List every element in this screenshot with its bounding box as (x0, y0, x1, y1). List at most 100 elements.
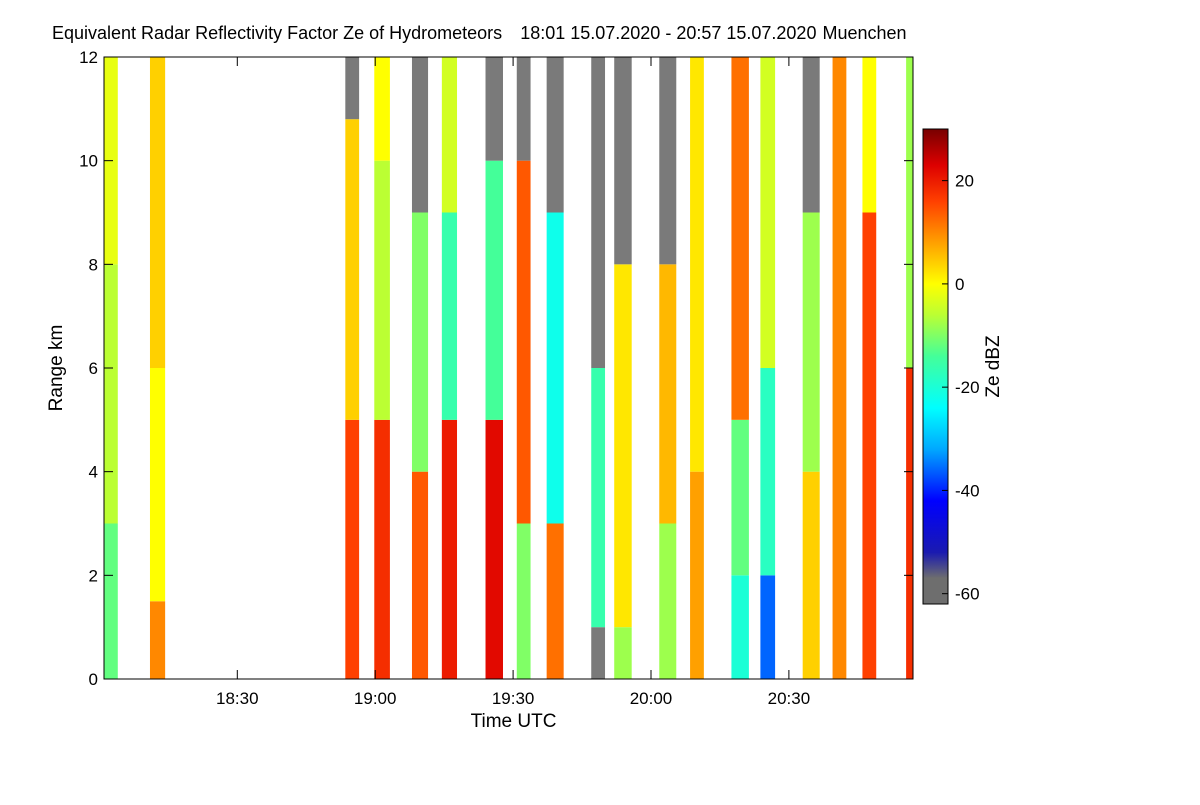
scan-layer (731, 575, 749, 679)
scan-layer (411, 57, 429, 213)
scan-layer (516, 57, 531, 161)
x-tick-label: 19:30 (492, 689, 535, 708)
chart-title: Equivalent Radar Reflectivity Factor Ze … (52, 23, 907, 43)
colorbar-tick-label: -60 (955, 585, 980, 604)
scan-layer (345, 57, 360, 120)
y-tick-label: 12 (79, 48, 98, 67)
scan-layer (149, 601, 166, 679)
scan-layer (690, 471, 704, 679)
scan-column (374, 57, 390, 679)
scan-layer (731, 57, 749, 420)
scan-layer (906, 57, 913, 368)
scan-layer (546, 57, 564, 213)
title-main: Equivalent Radar Reflectivity Factor Ze … (52, 23, 502, 43)
scan-layer (441, 419, 458, 679)
scan-layer (659, 264, 677, 524)
colorbar-tick-label: -40 (955, 481, 980, 500)
scan-layer (614, 264, 632, 628)
scan-layer (345, 419, 360, 679)
scan-layer (516, 523, 531, 679)
scan-column (731, 57, 749, 679)
scan-layer (374, 419, 390, 679)
scan-column (690, 57, 704, 679)
y-tick-label: 10 (79, 152, 98, 171)
colorbar-tick-label: 0 (955, 275, 964, 294)
x-tick-label: 19:00 (354, 689, 397, 708)
scan-column (862, 57, 877, 679)
scan-layer (614, 627, 632, 679)
scan-layer (802, 471, 820, 679)
colorbar-tick-label: 20 (955, 172, 974, 191)
scan-layer (485, 419, 503, 679)
y-tick-label: 2 (89, 566, 98, 585)
scan-layer (906, 368, 913, 679)
colorbar-label: Ze dBZ (983, 335, 1004, 398)
colorbar-ticks: 20 0 -20 -40 -60 (942, 172, 980, 604)
scan-layer (149, 57, 166, 368)
colorbar-tick-label: -20 (955, 378, 980, 397)
title-period: 18:01 15.07.2020 - 20:57 15.07.2020 (520, 23, 816, 43)
scan-column (546, 57, 564, 679)
scan-layer (659, 523, 677, 679)
scan-column (411, 57, 429, 679)
y-tick-label: 8 (89, 255, 98, 274)
colorbar: 20 0 -20 -40 -60 Ze dBZ (922, 128, 1004, 605)
scan-column (485, 57, 503, 679)
scan-layer (516, 160, 531, 524)
y-axis-ticks: 0 2 4 6 8 10 12 (79, 48, 913, 689)
scan-column (906, 57, 913, 679)
scan-layer (760, 57, 776, 368)
scan-layer (760, 575, 776, 679)
scan-layer (760, 368, 776, 576)
scan-layer (374, 57, 390, 161)
x-axis-ticks: 18:30 19:00 19:30 20:00 20:30 (216, 57, 810, 708)
y-tick-label: 6 (89, 359, 98, 378)
scan-layer (802, 57, 820, 213)
plot-frame (103, 56, 914, 680)
scan-layer (591, 368, 606, 628)
scan-layer (149, 368, 166, 602)
scan-layer (104, 523, 118, 679)
scan-layer (802, 212, 820, 472)
scan-layer (591, 57, 606, 368)
scan-column (441, 57, 458, 679)
x-tick-label: 20:30 (768, 689, 811, 708)
scan-columns (104, 57, 913, 679)
scan-layer (374, 160, 390, 420)
scan-layer (832, 57, 847, 679)
title-location: Muenchen (822, 23, 906, 43)
scan-layer (659, 57, 677, 265)
scan-layer (441, 212, 458, 420)
title-text: Equivalent Radar Reflectivity Factor Ze … (52, 23, 907, 43)
scan-layer (546, 212, 564, 524)
scan-layer (614, 57, 632, 265)
scan-column (516, 57, 531, 679)
scan-column (591, 57, 606, 679)
scan-column (659, 57, 677, 679)
scan-layer (731, 419, 749, 576)
y-tick-label: 4 (89, 463, 98, 482)
scan-column (760, 57, 776, 679)
scan-column (345, 57, 360, 679)
x-tick-label: 18:30 (216, 689, 259, 708)
scan-column (832, 57, 847, 679)
scan-layer (411, 212, 429, 472)
y-axis-label: Range km (46, 325, 67, 412)
scan-column (614, 57, 632, 679)
scan-layer (591, 627, 606, 679)
scan-layer (690, 57, 704, 472)
scan-layer (485, 57, 503, 161)
scan-column (149, 57, 166, 679)
x-axis-label: Time UTC (471, 711, 557, 732)
scan-layer (546, 523, 564, 679)
y-tick-label: 0 (89, 670, 98, 689)
scan-layer (345, 119, 360, 420)
scan-layer (862, 57, 877, 213)
scan-column (104, 57, 118, 679)
scan-layer (441, 57, 458, 213)
colorbar-gradient (922, 128, 949, 605)
scan-layer (104, 264, 118, 524)
plot-area: 18:30 19:00 19:30 20:00 20:30 0 2 4 6 8 10 12 (79, 48, 914, 708)
scan-layer (411, 471, 429, 679)
